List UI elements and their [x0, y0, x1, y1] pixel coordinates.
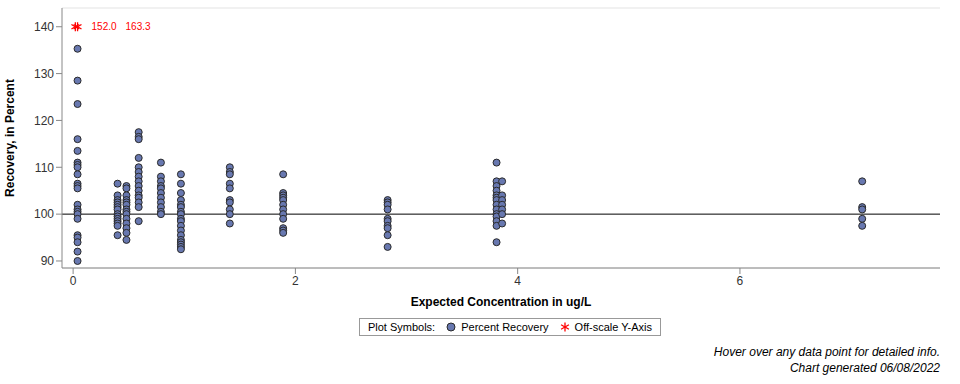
svg-text:2: 2: [292, 274, 299, 288]
svg-text:163.3: 163.3: [126, 21, 151, 32]
svg-text:140: 140: [34, 20, 54, 34]
svg-text:0: 0: [70, 274, 77, 288]
svg-text:4: 4: [514, 274, 521, 288]
html-text:Off-scale Y-Axis: Off-scale Y-Axis: [574, 321, 653, 333]
svg-text:6: 6: [737, 274, 744, 288]
svg-text:90: 90: [41, 254, 55, 268]
svg-text:100: 100: [34, 207, 54, 221]
html-text:Percent Recovery: Percent Recovery: [461, 321, 549, 333]
svg-text:120: 120: [34, 114, 54, 128]
html-text:Chart generated 06/08/2022: Chart generated 06/08/2022: [789, 361, 940, 375]
html-text:Hover over any data point for: Hover over any data point for detailed i…: [713, 345, 940, 359]
svg-text:Expected Concentration in ug/L: Expected Concentration in ug/L: [411, 295, 592, 309]
html-text:Plot Symbols:: Plot Symbols:: [367, 321, 436, 333]
svg-text:130: 130: [34, 67, 54, 81]
svg-text:Recovery, in Percent: Recovery, in Percent: [8, 79, 17, 197]
svg-text:110: 110: [35, 161, 54, 175]
svg-text:152.0: 152.0: [92, 21, 117, 32]
